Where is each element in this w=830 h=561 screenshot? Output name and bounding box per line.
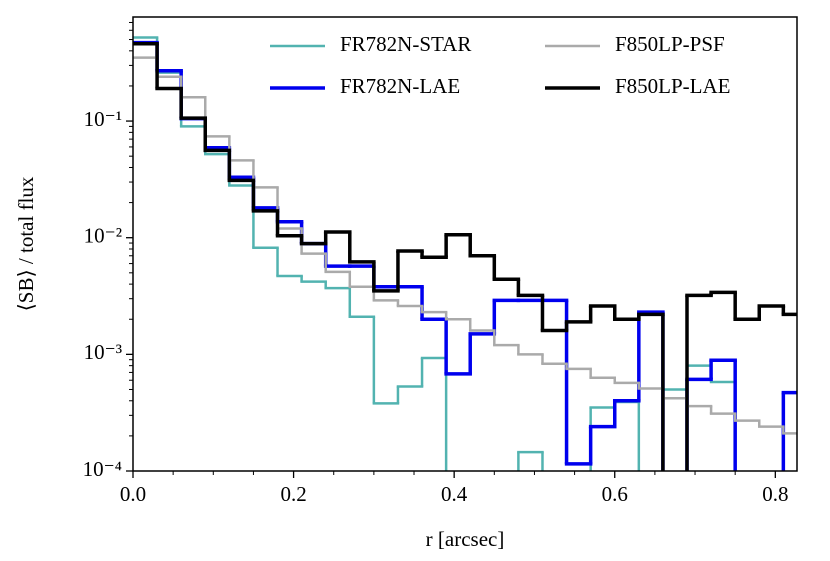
x-tick-label: 0.4	[441, 482, 468, 506]
x-tick-label: 0.2	[280, 482, 306, 506]
y-tick-label: 10⁻³	[84, 340, 122, 364]
plot-area	[133, 36, 797, 471]
y-tick-label: 10⁻¹	[84, 107, 122, 131]
y-axis-label: ⟨SB⟩ / total flux	[14, 176, 38, 311]
legend-label: FR782N-STAR	[340, 32, 471, 56]
legend-label: F850LP-PSF	[615, 32, 725, 56]
y-tick-label: 10⁻²	[84, 224, 122, 248]
x-tick-label: 0.0	[120, 482, 146, 506]
x-tick-label: 0.6	[602, 482, 628, 506]
legend-label: F850LP-LAE	[615, 74, 731, 98]
axes-frame	[132, 16, 798, 472]
x-axis-label: r [arcsec]	[426, 527, 505, 551]
x-tick-label: 0.8	[762, 482, 788, 506]
y-tick-label: 10⁻⁴	[83, 457, 122, 481]
legend-label: FR782N-LAE	[340, 74, 460, 98]
